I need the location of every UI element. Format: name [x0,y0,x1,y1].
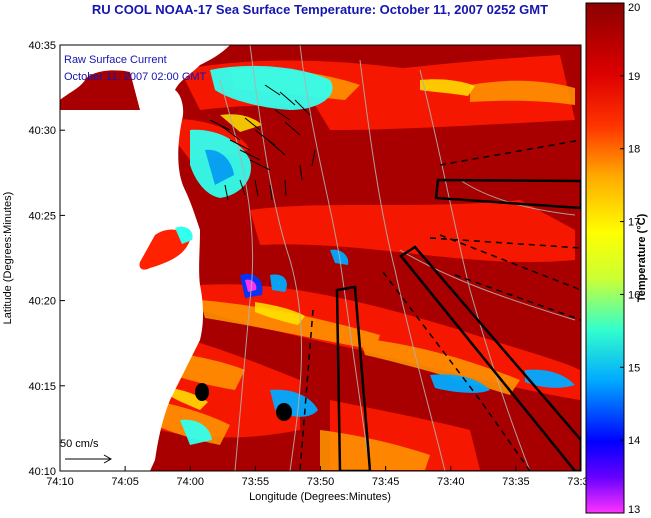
y-tick-label: 40:15 [28,381,56,393]
colorbar [585,2,625,514]
shipping-lanes [299,139,581,471]
y-axis-ticks: 40:35 40:30 40:25 40:20 40:15 40:10 [28,40,65,478]
station-marker-2 [276,403,292,421]
x-tick-label: 74:05 [111,476,139,488]
x-tick-label: 73:35 [502,476,530,488]
study-box-2 [335,285,372,471]
colorbar-tick-label: 15 [628,362,640,374]
current-vectors [209,84,316,201]
current-label: Raw Surface Current [64,54,167,66]
map-title: RU COOL NOAA-17 Sea Surface Temperature:… [91,2,549,17]
y-tick-label: 40:35 [28,40,56,52]
colorbar-label: Temperature (°C) [636,213,648,302]
y-tick-label: 40:20 [28,296,56,308]
sst-cool-regions [180,65,575,445]
x-tick-label: 74:00 [176,476,204,488]
colorbar-tick-label: 19 [628,71,640,83]
x-tick-label: 73:45 [372,476,400,488]
current-time: October 11, 2007 02:00 GMT [64,71,207,83]
colorbar-ticks: 20 19 18 17 16 15 14 13 [620,2,640,516]
y-tick-label: 40:30 [28,125,56,137]
map-area: Raw Surface Current October 11, 2007 02:… [60,45,581,471]
colorbar-tick-label: 17 [628,217,640,229]
x-tick-label: 73:55 [242,476,270,488]
y-tick-label: 40:10 [28,466,56,478]
x-tick-label: 73:40 [437,476,465,488]
study-box-3 [399,245,581,471]
x-tick-label: 74:10 [46,476,74,488]
land [60,45,230,471]
x-tick-label: 73:50 [307,476,335,488]
study-boxes [335,178,581,471]
colorbar-tick-label: 14 [628,435,640,447]
y-tick-label: 40:25 [28,210,56,222]
scale-label: 50 cm/s [60,438,99,450]
scale-arrow-head [103,454,113,464]
colorbar-tick-label: 20 [628,2,640,14]
study-box-1 [434,178,581,210]
colorbar-tick-label: 16 [628,289,640,301]
colorbar-tick-label: 13 [628,504,640,516]
x-axis-label: Longitude (Degrees:Minutes) [249,491,391,503]
station-marker-1 [195,383,209,401]
y-axis-label: Latitude (Degrees:Minutes) [2,192,14,325]
colorbar-tick-label: 18 [628,144,640,156]
